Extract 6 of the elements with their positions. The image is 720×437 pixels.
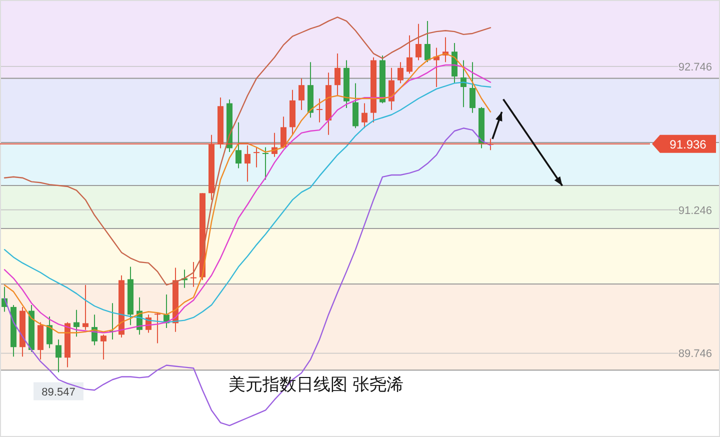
y-tick-label: 89.746 <box>678 348 712 360</box>
line-series <box>4 16 492 286</box>
ref-line-label: 91.936 <box>670 137 707 152</box>
y-tick-label: 92.746 <box>678 61 712 74</box>
y-tick-label: 91.246 <box>678 204 712 217</box>
annotation: 89.547 <box>42 386 76 398</box>
